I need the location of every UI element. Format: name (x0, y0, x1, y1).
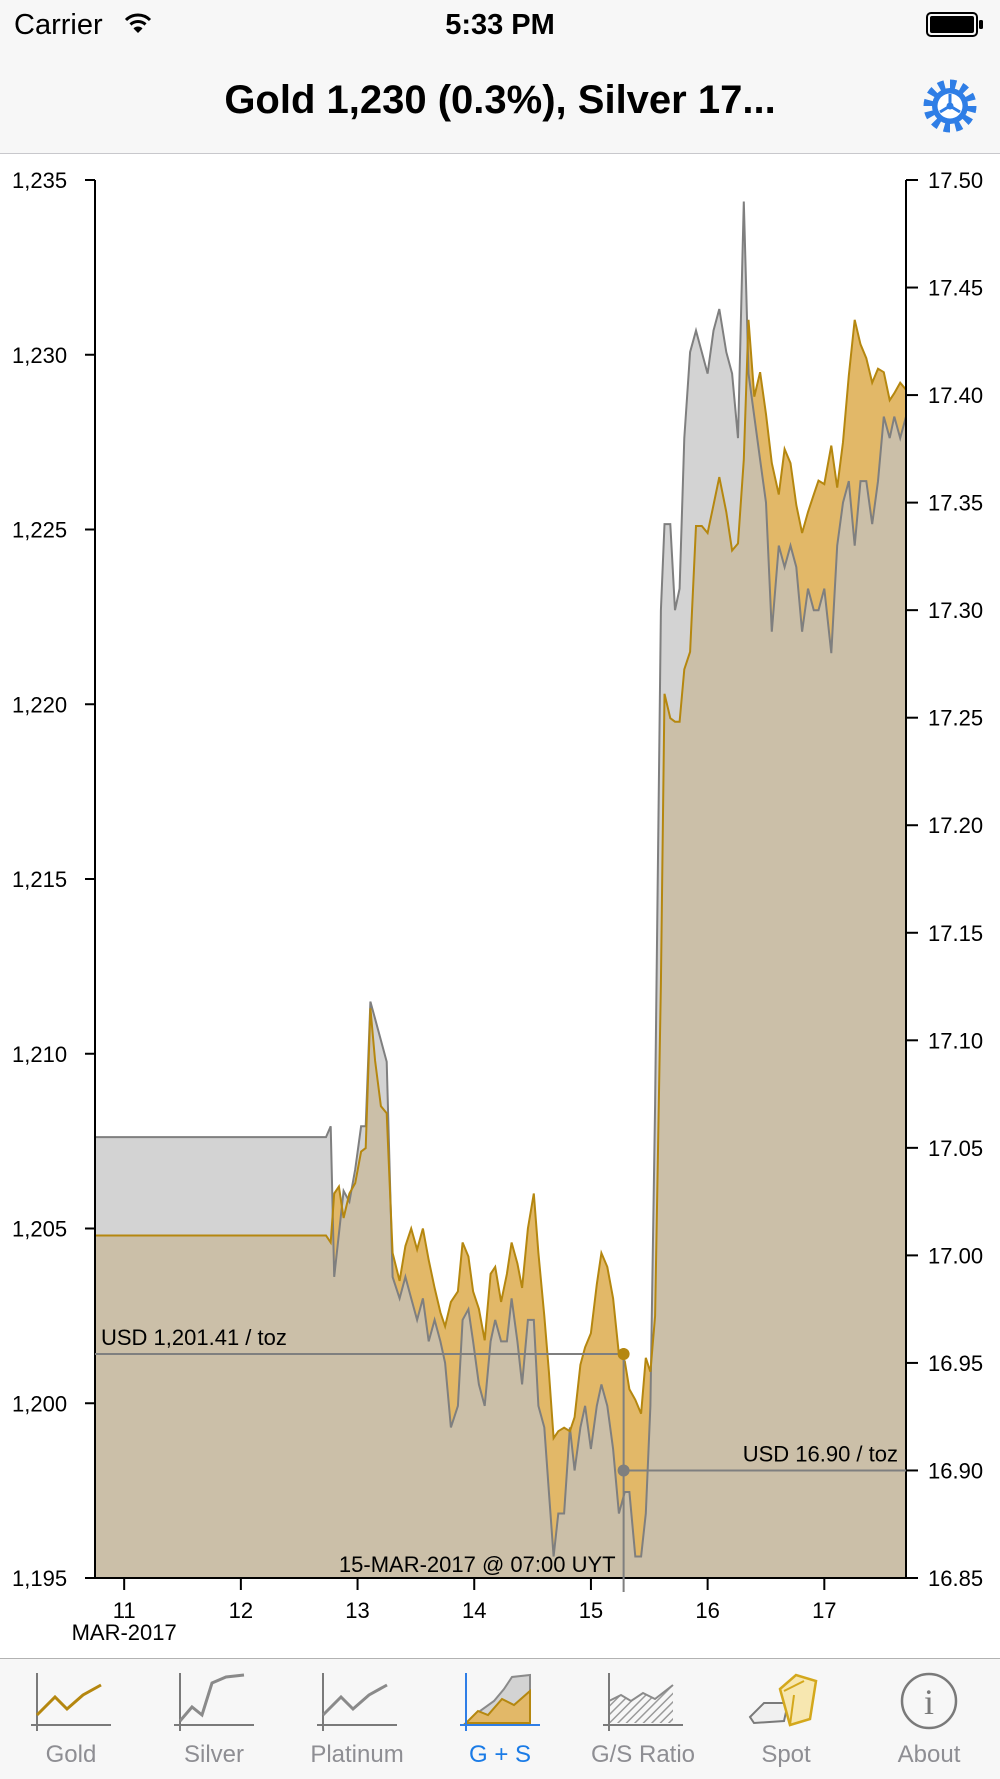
crosshair-time-label: 15-MAR-2017 @ 07:00 UYT (339, 1552, 616, 1577)
right-tick-label: 17.50 (928, 168, 983, 193)
silver-chart-icon (174, 1673, 254, 1731)
tab-label: Platinum (310, 1741, 404, 1768)
right-tick-label: 17.05 (928, 1136, 983, 1161)
gold-chart-icon (31, 1673, 111, 1731)
tab-label: G + S (468, 1741, 532, 1768)
navigation-bar: Gold 1,230 (0.3%), Silver 17... (0, 52, 1000, 154)
ratio-chart-icon (603, 1673, 683, 1731)
left-tick-label: 1,220 (12, 692, 67, 717)
battery-icon (926, 12, 984, 43)
right-tick-label: 17.00 (928, 1243, 983, 1268)
tab-silver[interactable]: Silver (143, 1659, 285, 1779)
info-icon: i (900, 1672, 958, 1730)
tab-spot[interactable]: Spot (715, 1659, 857, 1779)
x-tick-label: 11 (113, 1598, 136, 1623)
wifi-icon (124, 12, 152, 39)
gold-bars-icon (748, 1673, 818, 1727)
tab-label: Gold (45, 1741, 97, 1768)
x-axis-sublabel: MAR-2017 (72, 1620, 177, 1645)
tab-gs-ratio[interactable]: G/S Ratio (572, 1659, 714, 1779)
tab-label: Silver (183, 1741, 244, 1768)
tab-label: About (897, 1741, 961, 1768)
tab-gold[interactable]: Gold (0, 1659, 142, 1779)
gold-line (95, 319, 907, 1442)
svg-text:i: i (924, 1682, 934, 1722)
right-tick-label: 17.25 (928, 706, 983, 731)
tab-label: Spot (761, 1741, 811, 1768)
tab-bar: Gold Silver Platinum G + S (0, 1658, 1000, 1779)
right-tick-label: 17.10 (928, 1028, 983, 1053)
left-tick-label: 1,210 (12, 1042, 67, 1067)
tab-about[interactable]: i About (858, 1659, 1000, 1779)
left-tick-label: 1,230 (12, 343, 67, 368)
silver-crosshair-dot (617, 1464, 630, 1477)
right-tick-label: 17.45 (928, 276, 983, 301)
left-tick-label: 1,195 (12, 1566, 67, 1591)
right-tick-label: 17.20 (928, 813, 983, 838)
gold-value-label: USD 1,201.41 / toz (101, 1325, 287, 1350)
left-tick-label: 1,200 (12, 1391, 67, 1416)
gold-crosshair-dot (617, 1347, 630, 1360)
right-tick-label: 17.15 (928, 921, 983, 946)
right-tick-label: 16.95 (928, 1351, 983, 1376)
right-tick-label: 17.30 (928, 598, 983, 623)
tab-label: G/S Ratio (590, 1741, 696, 1768)
x-tick-label: 12 (229, 1598, 253, 1623)
silver-value-label: USD 16.90 / toz (743, 1441, 898, 1466)
left-tick-label: 1,215 (12, 867, 67, 892)
left-tick-label: 1,205 (12, 1217, 67, 1242)
x-tick-label: 15 (579, 1598, 603, 1623)
tab-platinum[interactable]: Platinum (286, 1659, 428, 1779)
tab-gold-silver[interactable]: G + S (429, 1659, 571, 1779)
gold-silver-chart-icon (460, 1673, 540, 1731)
status-time: 5:33 PM (445, 9, 555, 41)
overlap-area (95, 319, 906, 1578)
x-tick-label: 14 (462, 1598, 486, 1623)
x-tick-label: 13 (345, 1598, 369, 1623)
platinum-chart-icon (317, 1673, 397, 1731)
silver-line (95, 201, 907, 1558)
status-bar: Carrier 5:33 PM (0, 0, 1000, 52)
gear-icon[interactable] (920, 76, 980, 136)
carrier-label: Carrier (14, 9, 103, 41)
left-tick-label: 1,225 (12, 518, 67, 543)
right-tick-label: 17.35 (928, 491, 983, 516)
page-title: Gold 1,230 (0.3%), Silver 17... (224, 78, 776, 122)
x-tick-label: 17 (812, 1598, 836, 1623)
right-tick-label: 16.90 (928, 1458, 983, 1483)
right-tick-label: 17.40 (928, 383, 983, 408)
left-tick-label: 1,235 (12, 168, 67, 193)
right-tick-label: 16.85 (928, 1566, 983, 1591)
x-tick-label: 16 (695, 1598, 719, 1623)
gold-silver-chart[interactable]: 1,195 1,200 1,205 1,210 1,215 1,220 1,225 1,230… (0, 154, 1000, 1654)
